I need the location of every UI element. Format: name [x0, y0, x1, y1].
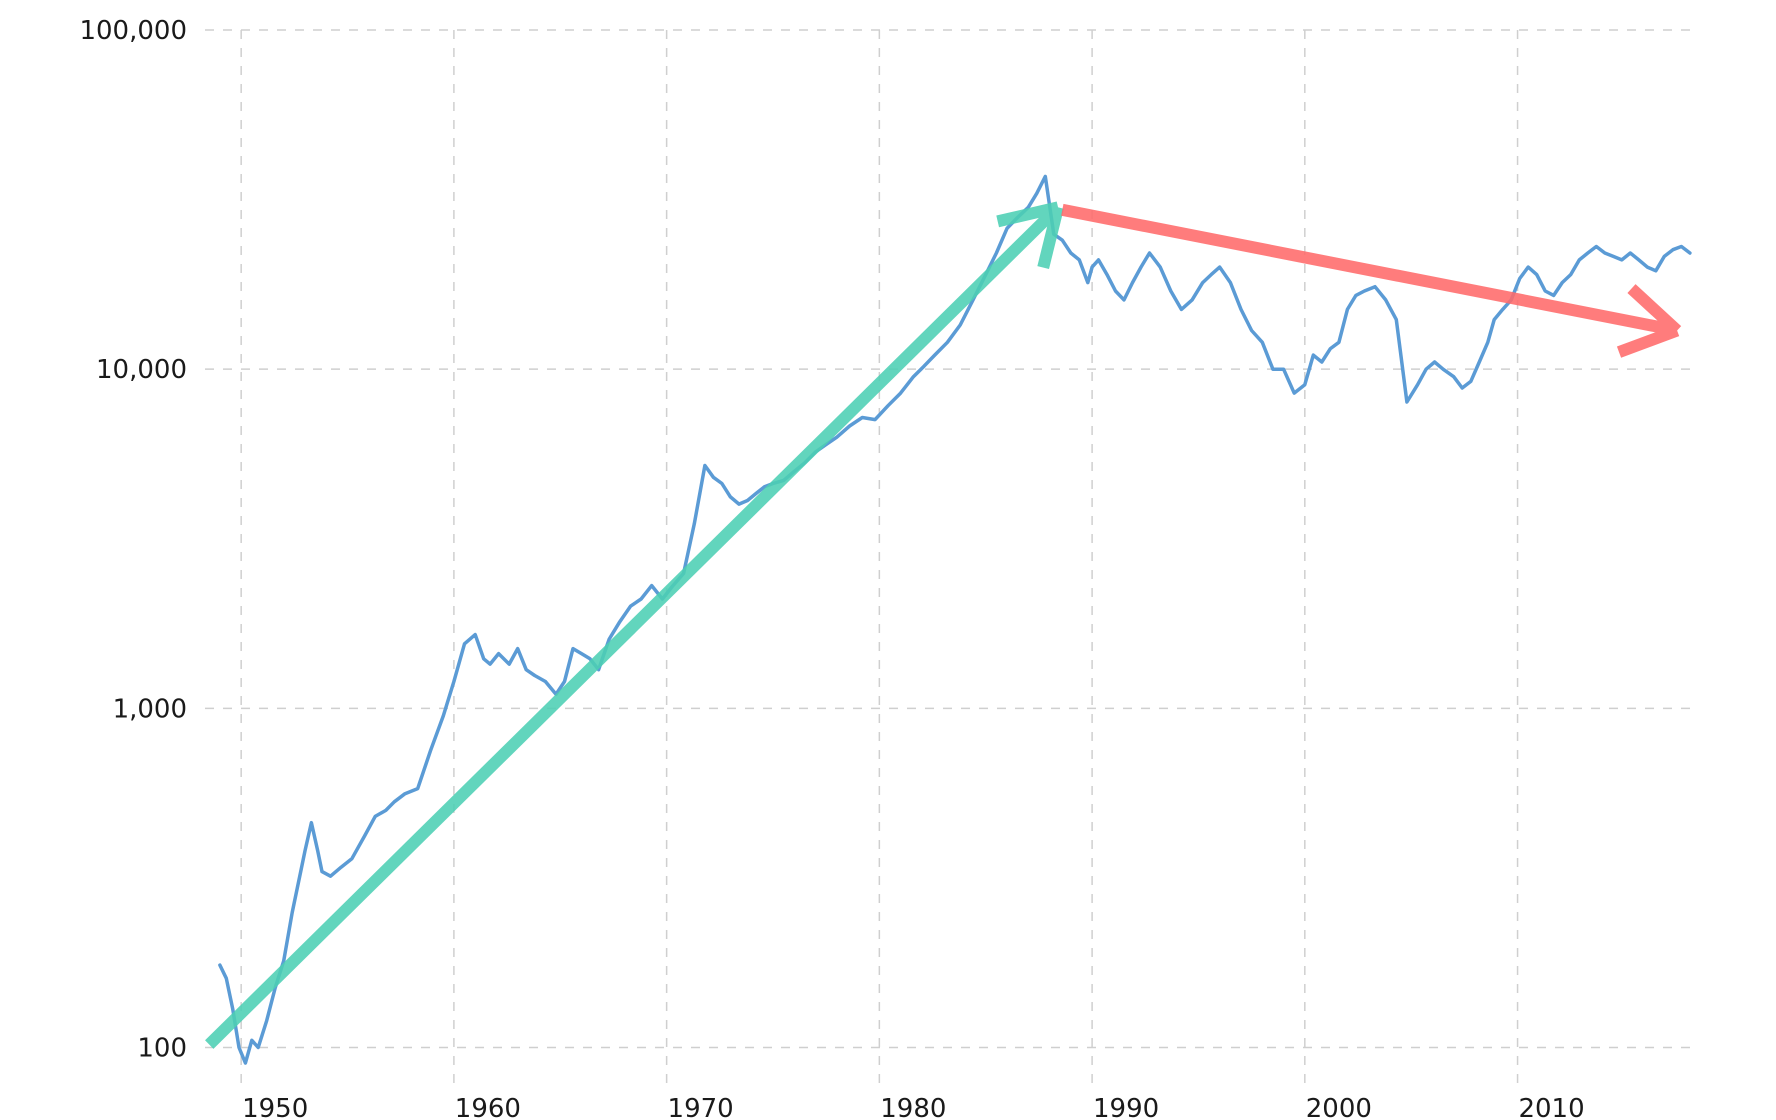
trend-arrow-1 [1061, 203, 1682, 358]
y-tick-label: 10,000 [96, 355, 187, 385]
trend-arrow-shaft [1061, 203, 1679, 337]
x-tick-label: 1970 [668, 1094, 734, 1120]
trend-arrow-shaft [205, 203, 1063, 1049]
x-tick-label: 1950 [242, 1094, 308, 1120]
trend-arrow-head [1627, 284, 1682, 335]
y-tick-label: 1,000 [113, 694, 187, 724]
x-tick-label: 2000 [1306, 1094, 1372, 1120]
x-tick-label: 1980 [880, 1094, 946, 1120]
trend-arrow-head [996, 201, 1060, 228]
trend-arrow-0 [205, 201, 1064, 1049]
trend-arrow-head [1616, 324, 1680, 358]
y-tick-label: 100,000 [79, 16, 187, 46]
trend-arrow-head [1037, 205, 1064, 269]
y-tick-label: 100 [137, 1033, 187, 1063]
x-tick-label: 2010 [1518, 1094, 1584, 1120]
x-tick-label: 1960 [455, 1094, 521, 1120]
x-tick-label: 1990 [1093, 1094, 1159, 1120]
